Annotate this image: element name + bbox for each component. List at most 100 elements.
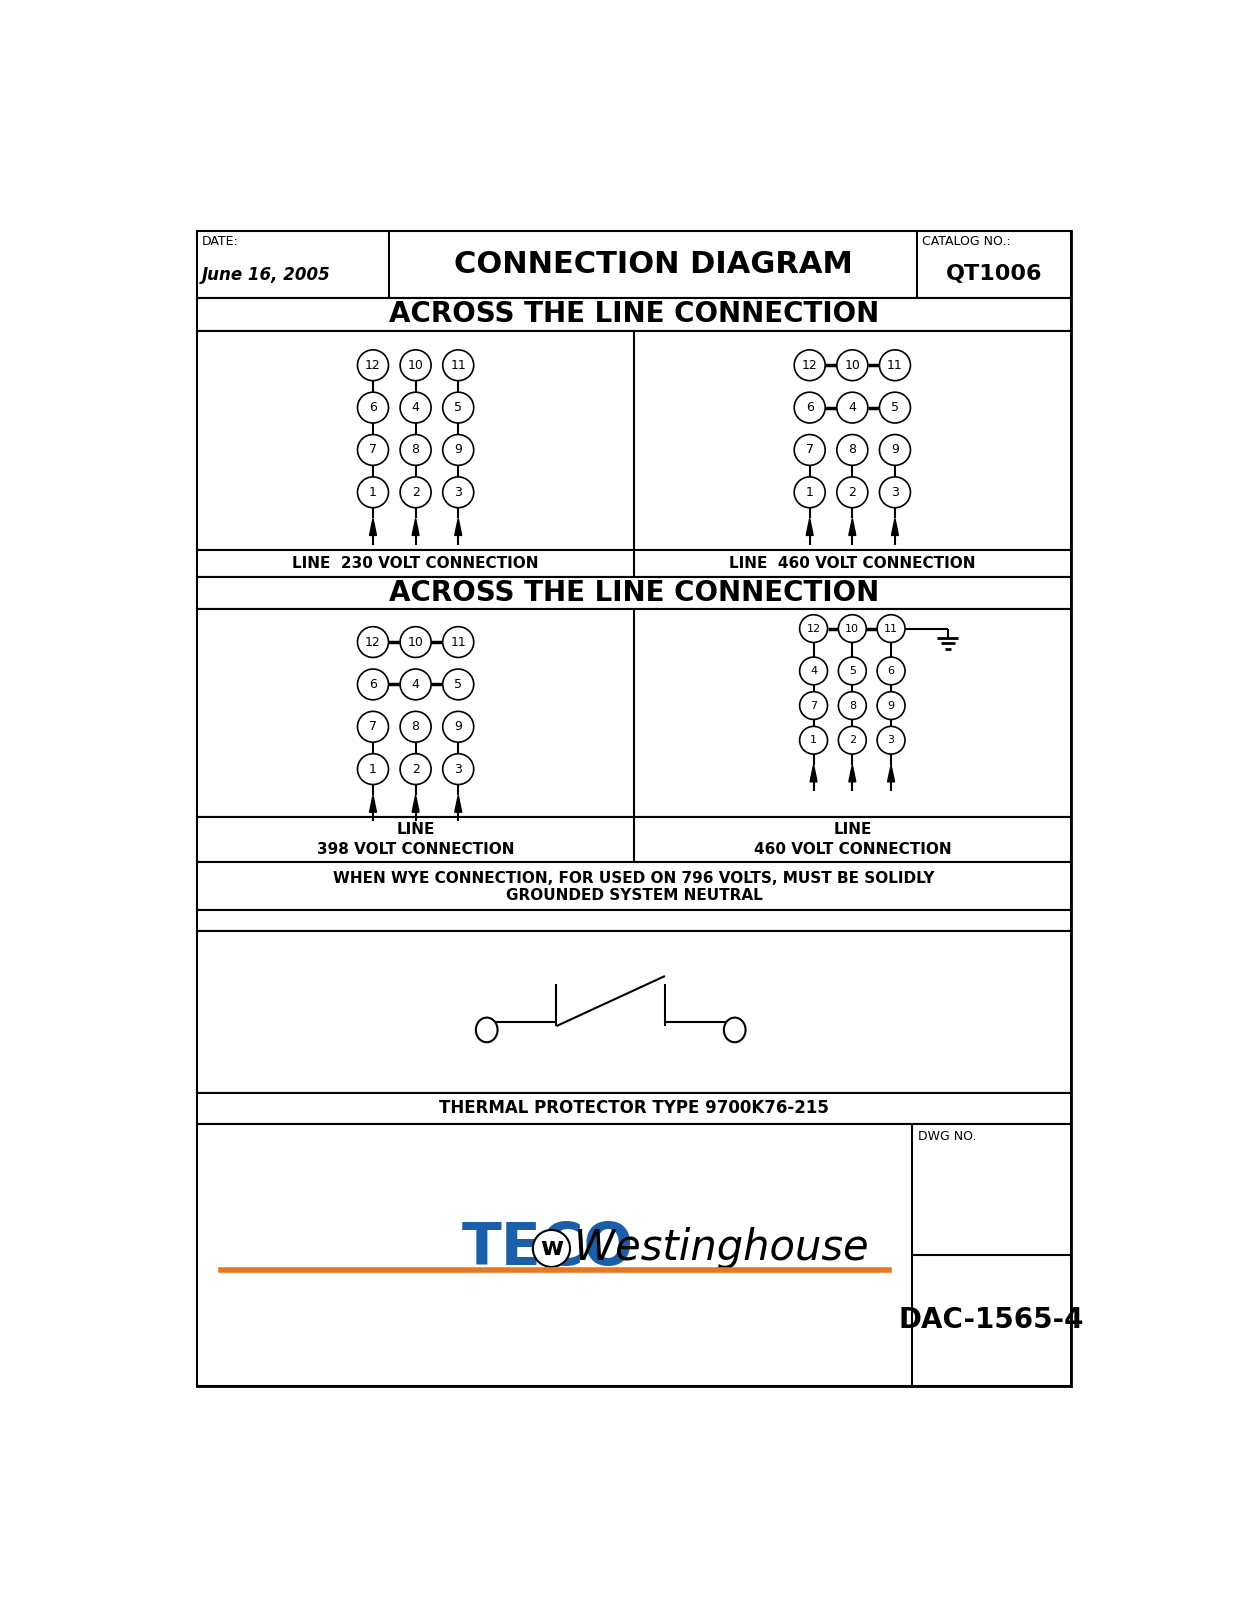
Text: 11: 11 bbox=[884, 624, 898, 634]
Bar bbox=[197, 230, 1071, 298]
Text: 8: 8 bbox=[412, 443, 419, 456]
Text: 4: 4 bbox=[810, 666, 818, 675]
Circle shape bbox=[836, 392, 868, 422]
Circle shape bbox=[443, 350, 474, 381]
Circle shape bbox=[794, 477, 825, 507]
Circle shape bbox=[799, 658, 828, 685]
Circle shape bbox=[839, 726, 866, 754]
Circle shape bbox=[357, 350, 388, 381]
Bar bbox=[197, 910, 1071, 931]
Text: ACROSS THE LINE CONNECTION: ACROSS THE LINE CONNECTION bbox=[388, 579, 880, 606]
Text: 11: 11 bbox=[887, 358, 903, 371]
Text: 8: 8 bbox=[412, 720, 419, 733]
Text: 12: 12 bbox=[802, 358, 818, 371]
Bar bbox=[197, 818, 1071, 862]
Text: 12: 12 bbox=[365, 635, 381, 648]
Text: 4: 4 bbox=[849, 402, 856, 414]
Circle shape bbox=[357, 712, 388, 742]
Text: LINE: LINE bbox=[396, 822, 434, 837]
Circle shape bbox=[836, 350, 868, 381]
Text: 5: 5 bbox=[849, 666, 856, 675]
Circle shape bbox=[877, 614, 905, 643]
Text: Westinghouse: Westinghouse bbox=[574, 1227, 868, 1269]
Circle shape bbox=[799, 614, 828, 643]
Circle shape bbox=[794, 392, 825, 422]
Circle shape bbox=[839, 658, 866, 685]
Text: 12: 12 bbox=[807, 624, 820, 634]
Text: 9: 9 bbox=[887, 701, 894, 710]
Bar bbox=[197, 1123, 1071, 1386]
Text: 4: 4 bbox=[412, 402, 419, 414]
Text: 8: 8 bbox=[849, 443, 856, 456]
Circle shape bbox=[400, 435, 432, 466]
Ellipse shape bbox=[724, 1018, 746, 1042]
Circle shape bbox=[880, 435, 910, 466]
Bar bbox=[197, 1093, 1071, 1123]
Polygon shape bbox=[849, 765, 856, 782]
Polygon shape bbox=[888, 765, 894, 782]
Circle shape bbox=[357, 392, 388, 422]
Text: LINE  460 VOLT CONNECTION: LINE 460 VOLT CONNECTION bbox=[729, 557, 976, 571]
Text: QT1006: QT1006 bbox=[946, 264, 1043, 285]
Text: 7: 7 bbox=[369, 443, 377, 456]
Circle shape bbox=[400, 712, 432, 742]
Text: CONNECTION DIAGRAM: CONNECTION DIAGRAM bbox=[454, 250, 852, 278]
Polygon shape bbox=[810, 765, 818, 782]
Text: 11: 11 bbox=[450, 635, 466, 648]
Text: 5: 5 bbox=[891, 402, 899, 414]
Circle shape bbox=[357, 627, 388, 658]
Text: 10: 10 bbox=[845, 358, 860, 371]
Circle shape bbox=[443, 712, 474, 742]
Circle shape bbox=[880, 392, 910, 422]
Circle shape bbox=[357, 669, 388, 699]
Text: THERMAL PROTECTOR TYPE 9700K76-215: THERMAL PROTECTOR TYPE 9700K76-215 bbox=[439, 1099, 829, 1117]
Text: 3: 3 bbox=[454, 763, 463, 776]
Text: ACROSS THE LINE CONNECTION: ACROSS THE LINE CONNECTION bbox=[388, 301, 880, 328]
Text: 11: 11 bbox=[450, 358, 466, 371]
Polygon shape bbox=[455, 795, 461, 813]
Circle shape bbox=[357, 754, 388, 784]
Text: 7: 7 bbox=[369, 720, 377, 733]
Text: 398 VOLT CONNECTION: 398 VOLT CONNECTION bbox=[317, 842, 515, 858]
Text: 2: 2 bbox=[412, 486, 419, 499]
Text: DAC-1565-4: DAC-1565-4 bbox=[898, 1306, 1084, 1334]
Text: 1: 1 bbox=[369, 763, 377, 776]
Polygon shape bbox=[412, 795, 419, 813]
Text: 2: 2 bbox=[412, 763, 419, 776]
Text: 6: 6 bbox=[369, 678, 377, 691]
Circle shape bbox=[799, 691, 828, 720]
Circle shape bbox=[799, 726, 828, 754]
Text: 7: 7 bbox=[805, 443, 814, 456]
Text: 4: 4 bbox=[412, 678, 419, 691]
Circle shape bbox=[794, 350, 825, 381]
Text: 6: 6 bbox=[805, 402, 814, 414]
Text: LINE  230 VOLT CONNECTION: LINE 230 VOLT CONNECTION bbox=[292, 557, 539, 571]
Text: DATE:: DATE: bbox=[202, 235, 239, 248]
Circle shape bbox=[357, 435, 388, 466]
Circle shape bbox=[877, 726, 905, 754]
Circle shape bbox=[400, 350, 432, 381]
Polygon shape bbox=[412, 518, 419, 536]
Text: CATALOG NO.:: CATALOG NO.: bbox=[922, 235, 1011, 248]
Bar bbox=[197, 862, 1071, 910]
Circle shape bbox=[880, 477, 910, 507]
Bar bbox=[197, 578, 1071, 610]
Text: LINE: LINE bbox=[834, 822, 872, 837]
Circle shape bbox=[533, 1230, 570, 1267]
Text: 1: 1 bbox=[810, 736, 818, 746]
Circle shape bbox=[877, 691, 905, 720]
Text: June 16, 2005: June 16, 2005 bbox=[202, 266, 330, 285]
Text: 7: 7 bbox=[810, 701, 818, 710]
Text: 9: 9 bbox=[891, 443, 899, 456]
Circle shape bbox=[839, 691, 866, 720]
Bar bbox=[197, 331, 1071, 550]
Bar bbox=[197, 931, 1071, 1093]
Text: 2: 2 bbox=[849, 736, 856, 746]
Bar bbox=[197, 610, 1071, 818]
Circle shape bbox=[443, 669, 474, 699]
Circle shape bbox=[443, 627, 474, 658]
Text: 460 VOLT CONNECTION: 460 VOLT CONNECTION bbox=[753, 842, 951, 858]
Circle shape bbox=[443, 754, 474, 784]
Polygon shape bbox=[370, 518, 376, 536]
Polygon shape bbox=[455, 518, 461, 536]
